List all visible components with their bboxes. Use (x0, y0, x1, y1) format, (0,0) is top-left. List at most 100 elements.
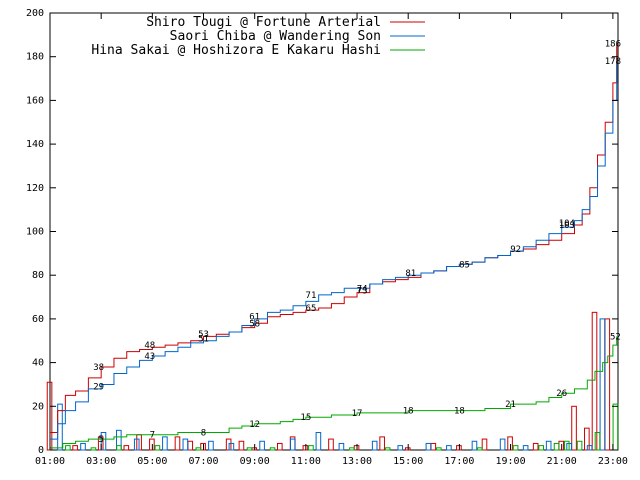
hourly-bar (612, 403, 619, 451)
hourly-bar (315, 432, 322, 451)
value-label: 29 (93, 383, 104, 393)
x-tick-label: 05:00 (137, 456, 167, 467)
legend-entry-label: Saori Chiba @ Wandering Son (170, 29, 381, 44)
hourly-bar (195, 447, 202, 451)
value-label: 17 (352, 409, 363, 419)
value-label: 186 (605, 40, 621, 50)
hourly-bar (277, 442, 283, 451)
hourly-bar (576, 440, 583, 451)
value-label: 18 (454, 407, 465, 417)
hourly-bar (238, 440, 245, 451)
value-label: 71 (306, 291, 317, 301)
hourly-bar (563, 440, 570, 451)
hourly-bar (182, 438, 189, 451)
y-tick-label: 60 (32, 314, 44, 325)
hourly-bar (162, 436, 168, 451)
hourly-bar (384, 447, 391, 451)
hourly-bar (522, 445, 529, 451)
value-label: 104 (559, 219, 575, 229)
hourly-bar (586, 445, 593, 451)
hourly-bar (123, 445, 130, 451)
hourly-bar (571, 405, 577, 451)
hourly-bar (187, 440, 194, 451)
legend-entry-label: Shiro Tougi @ Fortune Arterial (146, 15, 381, 30)
plot-border (49, 12, 619, 451)
y-tick-label: 20 (32, 401, 44, 412)
x-tick-label: 23:00 (598, 456, 628, 467)
y-tick-label: 160 (26, 95, 44, 106)
hourly-bar (90, 447, 97, 451)
value-label: 58 (249, 319, 260, 329)
x-tick-label: 21:00 (547, 456, 577, 467)
hourly-bar (65, 445, 71, 451)
hourly-bar (133, 438, 140, 451)
y-tick-label: 180 (26, 52, 44, 63)
x-tick-label: 17:00 (444, 456, 474, 467)
x-tick-label: 19:00 (495, 456, 525, 467)
hourly-bar (545, 440, 552, 451)
cumulative-lines (50, 43, 618, 449)
value-label: 38 (93, 363, 104, 373)
value-label: 51 (198, 335, 209, 345)
hourly-bar (246, 447, 253, 451)
hourly-bar (499, 438, 506, 451)
hourly-bar (604, 318, 611, 451)
hourly-bar (425, 442, 432, 451)
hourly-bar (481, 438, 488, 451)
hourly-bar (594, 432, 601, 451)
hourly-bar (591, 311, 598, 451)
y-tick-label: 200 (26, 8, 44, 19)
hourly-bar (532, 442, 539, 451)
series-line (50, 43, 618, 434)
value-label: 65 (306, 304, 317, 314)
hourly-bar (269, 447, 276, 451)
hourly-bar (446, 445, 452, 451)
hourly-bar (599, 318, 606, 451)
value-label: 61 (249, 313, 260, 323)
x-tick-label: 09:00 (240, 456, 270, 467)
hourly-bar (338, 442, 345, 451)
y-tick-label: 0 (38, 445, 44, 456)
value-label: 73 (357, 286, 368, 296)
hourly-bar (371, 440, 378, 451)
value-label: 8 (201, 429, 206, 439)
y-tick-label: 40 (32, 358, 44, 369)
value-label: 26 (556, 389, 567, 399)
hourly-bar (308, 445, 314, 451)
hourly-bar (259, 440, 265, 451)
y-tick-label: 80 (32, 270, 44, 281)
value-label: 74 (357, 284, 368, 294)
y-tick-label: 140 (26, 139, 44, 150)
x-tick-label: 11:00 (291, 456, 321, 467)
axis-ticks: 0 20 40 60 80 100 120 140 160 180 200 01:00 03:00 05:… (26, 8, 628, 467)
value-label: 7 (150, 431, 155, 441)
legend-entry-label: Hina Sakai @ Hoshizora E Kakaru Hashi (91, 43, 381, 58)
hourly-bar (430, 442, 437, 451)
hourly-bar (512, 445, 519, 451)
value-label: 21 (505, 400, 516, 410)
hourly-bar (471, 440, 478, 451)
hourly-bar (538, 445, 544, 451)
hourly-bar (100, 432, 107, 451)
hourly-bar (328, 438, 334, 451)
x-tick-label: 01:00 (35, 456, 65, 467)
series-line (50, 336, 618, 449)
value-label: 12 (249, 420, 260, 430)
hourly-bar (290, 438, 296, 451)
value-label: 52 (610, 332, 621, 342)
value-label: 48 (144, 341, 155, 351)
x-tick-label: 03:00 (86, 456, 116, 467)
hourly-bar (436, 447, 442, 451)
hourly-bar (476, 447, 483, 451)
hourly-bars (46, 311, 619, 451)
hourly-bar (72, 445, 78, 451)
x-tick-label: 07:00 (188, 456, 218, 467)
value-label: 81 (405, 269, 416, 279)
hourly-bar (349, 447, 355, 451)
value-label: 178 (605, 57, 621, 67)
hourly-bar (397, 445, 404, 451)
hourly-bar (379, 436, 385, 451)
hourly-bar (553, 442, 560, 451)
